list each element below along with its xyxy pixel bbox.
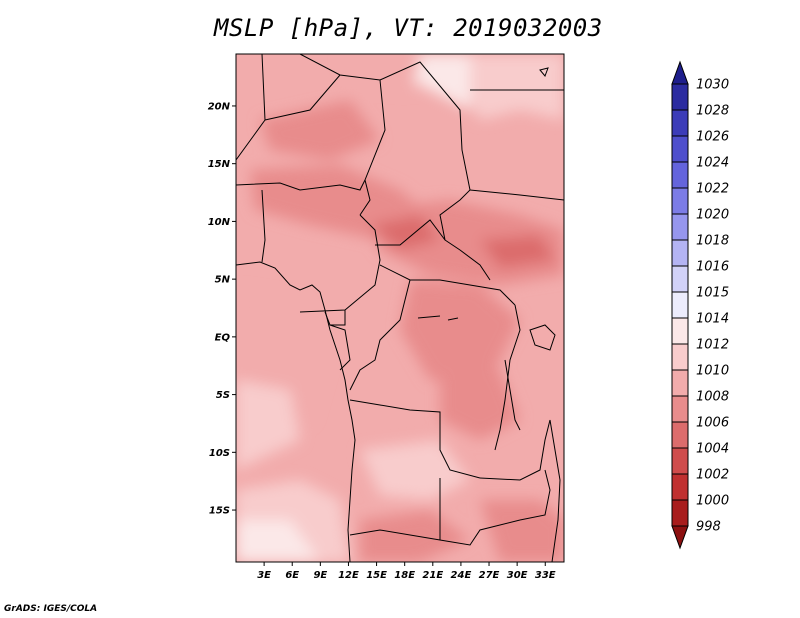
colorbar-label: 1026 (696, 130, 729, 145)
colorbar-top-arrow (671, 60, 689, 85)
field-low-core-1 (370, 215, 440, 250)
colorbar-label: 1010 (696, 364, 729, 379)
border-sudan-south (469, 189, 564, 201)
border-mozambique (549, 419, 561, 562)
lon-tick-label: 30E (507, 570, 528, 581)
colorbar-segment (671, 421, 689, 449)
colorbar-label: 1024 (696, 156, 729, 171)
colorbar-label: 1006 (696, 416, 729, 431)
lon-tick-label: 3E (257, 570, 271, 581)
colorbar-label: 1018 (696, 234, 729, 249)
pressure-field (236, 54, 564, 562)
border-congo (349, 279, 411, 391)
border-benin (261, 189, 266, 263)
colorbar-segment (671, 395, 689, 423)
colorbar-label: 1014 (696, 312, 729, 327)
field-high-southwest-inner (236, 520, 320, 562)
lon-tick-label: 12E (338, 570, 359, 581)
credit-label: GrADS: IGES/COLA (4, 604, 98, 614)
field-north-mid (340, 60, 420, 90)
colorbar-label: 1008 (696, 390, 729, 405)
colorbar-segment (671, 317, 689, 345)
border-drc-east (494, 304, 521, 451)
colorbar-segment (671, 343, 689, 371)
lon-tick-label: 24E (451, 570, 472, 581)
lake-tanganyika (504, 359, 521, 431)
colorbar-label: 1002 (696, 468, 729, 483)
lat-tick-label: 15N (208, 159, 231, 170)
colorbar-label: 1015 (696, 286, 729, 301)
colorbar-label: 1016 (696, 260, 729, 275)
lat-tick-label: 5N (215, 275, 231, 286)
field-atlantic-light (236, 380, 300, 470)
border-niger-nigeria (236, 179, 366, 191)
colorbar-label: 1000 (696, 494, 729, 509)
lake-victoria (529, 324, 556, 351)
colorbar-label: 998 (696, 520, 721, 535)
latitude-axis: 20N 15N 10N 5N EQ 5S 10S 15S (208, 101, 236, 517)
colorbar-segment (671, 265, 689, 293)
colorbar-label: 1020 (696, 208, 729, 223)
colorbar-segment (671, 447, 689, 475)
colorbar-label: 1022 (696, 182, 729, 197)
colorbar-segment (671, 291, 689, 319)
colorbar-segment (671, 473, 689, 501)
colorbar-label: 1028 (696, 104, 729, 119)
colorbar-segment (671, 369, 689, 397)
colorbar-bottom-arrow (671, 525, 689, 550)
lon-tick-label: 6E (285, 570, 299, 581)
border-cameroon (299, 214, 381, 313)
colorbar-segment (671, 187, 689, 215)
map-frame (235, 53, 565, 563)
river-detail (417, 315, 459, 321)
lat-tick-label: 15S (209, 506, 230, 517)
lat-tick-label: 10S (209, 448, 230, 459)
lon-tick-label: 18E (394, 570, 415, 581)
longitude-axis: 3E 6E 9E 12E 15E 18E 21E 24E 27E 30E 33E (257, 562, 556, 581)
country-borders (236, 54, 564, 562)
colorbar-segment (671, 239, 689, 267)
field-low-east (440, 360, 520, 440)
colorbar-segment (671, 161, 689, 189)
colorbar-label: 1012 (696, 338, 729, 353)
border-gabon-east (329, 324, 351, 371)
lat-tick-label: 20N (208, 101, 231, 112)
border-zimbabwe (519, 469, 551, 521)
field-low-congo (400, 280, 520, 380)
lat-tick-label: 10N (208, 217, 231, 228)
island-detail (539, 67, 549, 77)
colorbar-segment (671, 213, 689, 241)
border-gabon-north (324, 310, 346, 326)
colorbar-segment (671, 135, 689, 163)
lat-tick-label: EQ (215, 332, 231, 343)
colorbar-label: 1004 (696, 442, 729, 457)
colorbar: 1030 1028 1026 1024 1022 1020 1018 1016 1015 1014… (671, 60, 729, 550)
field-low-sahara (260, 100, 380, 160)
lon-tick-label: 21E (422, 570, 443, 581)
lon-tick-label: 27E (479, 570, 500, 581)
colorbar-label: 1030 (696, 78, 729, 93)
colorbar-segment (671, 83, 689, 111)
lon-tick-label: 9E (313, 570, 327, 581)
border-angola-north (349, 399, 481, 479)
west-coastline (236, 261, 356, 562)
border-niger-north (264, 74, 341, 121)
border-car-south (379, 264, 516, 306)
chart-title: MSLP [hPa], VT: 2019032003 (214, 14, 603, 42)
colorbar-segment (671, 499, 689, 527)
field-low-core-2 (480, 235, 555, 268)
border-angola-south (349, 519, 521, 546)
lon-tick-label: 15E (366, 570, 387, 581)
border-car-north (375, 219, 446, 246)
border-zambia (479, 419, 551, 481)
field-high-northeast (470, 54, 564, 120)
colorbar-segment (671, 109, 689, 137)
lon-tick-label: 33E (535, 570, 556, 581)
lat-tick-label: 5S (216, 390, 230, 401)
